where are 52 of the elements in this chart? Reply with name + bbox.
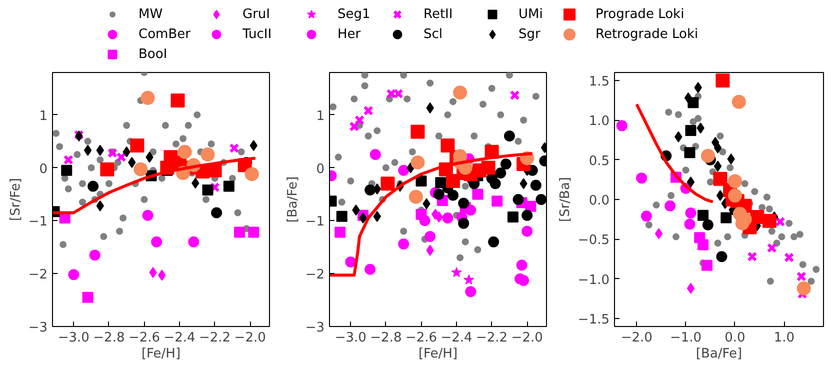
y-axis-title: [Sr/Ba]	[558, 176, 573, 222]
y-tick-label: −1.5	[578, 312, 610, 328]
legend-label: Retrograde Loki	[596, 27, 698, 42]
legend-label: Seg1	[338, 7, 370, 22]
legend-label: RetII	[424, 7, 453, 22]
x-tick-label: −2.2	[199, 330, 231, 346]
legend-label: MW	[138, 7, 163, 22]
legend-label: Her	[338, 27, 362, 42]
y-tick-label: −1	[28, 214, 48, 230]
x-tick-label: −2.0	[620, 330, 652, 346]
y-axis-title: [Ba/Fe]	[285, 176, 300, 223]
y-tick-label: −2	[305, 268, 325, 283]
legend-label: ComBer	[138, 27, 192, 42]
y-tick-label: −1	[305, 214, 325, 230]
x-tick-label: 1.0	[774, 330, 795, 346]
x-tick-label: −2.4	[440, 330, 472, 346]
y-tick-label: −1.0	[578, 272, 610, 288]
y-tick-label: 1.0	[588, 114, 610, 130]
x-axis-title: [Ba/Fe]	[696, 346, 742, 362]
legend-label: Sgr	[518, 27, 542, 42]
legend-label: Prograde Loki	[596, 7, 684, 22]
x-tick-label: −2.0	[234, 330, 266, 346]
x-axis-title: [Fe/H]	[418, 346, 458, 362]
x-tick-label: −2.8	[93, 330, 125, 346]
y-tick-label: 0	[316, 162, 325, 177]
y-tick-label: 1	[39, 108, 48, 124]
y-tick-label: 1.5	[588, 74, 610, 90]
y-tick-label: −3	[305, 320, 325, 336]
x-tick-label: −3.0	[334, 330, 366, 346]
x-tick-label: −2.8	[370, 330, 402, 346]
x-tick-label: 0.0	[724, 330, 746, 346]
y-tick-label: −3	[28, 320, 48, 336]
y-tick-label: −0.5	[578, 233, 610, 248]
x-tick-label: −2.6	[405, 330, 438, 346]
x-axis-title: [Fe/H]	[141, 346, 181, 362]
legend-label: BooI	[138, 47, 168, 62]
y-tick-label: 1	[316, 108, 325, 124]
legend-label: Scl	[424, 27, 443, 42]
legend-label: TucII	[242, 27, 272, 42]
y-tick-label: −2	[28, 268, 48, 283]
x-tick-label: −2.0	[511, 330, 543, 346]
x-tick-label: −1.0	[670, 330, 702, 346]
x-tick-label: −3.0	[58, 330, 90, 346]
legend-label: GruI	[242, 7, 270, 22]
y-tick-label: 0	[39, 162, 48, 177]
x-tick-label: −2.6	[128, 330, 160, 346]
y-axis-title: [Sr/Fe]	[8, 178, 24, 221]
x-tick-label: −2.2	[476, 330, 508, 346]
legend-label: UMi	[518, 7, 543, 22]
y-tick-label: 0.0	[588, 194, 610, 208]
x-tick-label: −2.4	[164, 330, 196, 346]
y-tick-label: 0.5	[588, 154, 610, 169]
